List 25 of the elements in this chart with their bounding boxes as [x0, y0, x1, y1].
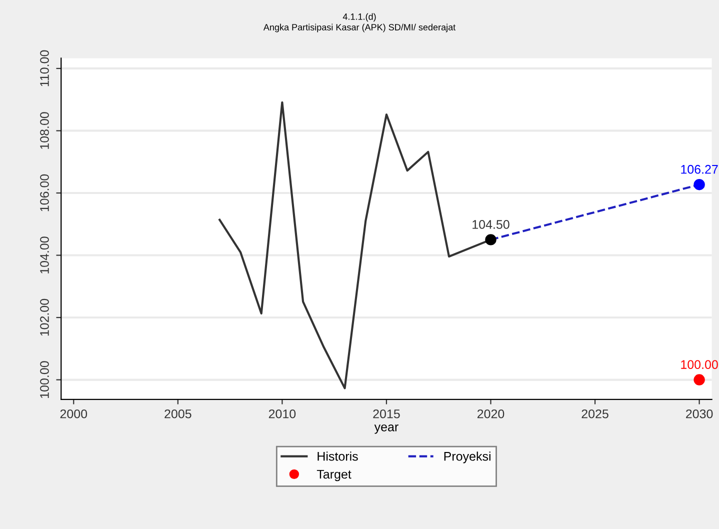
x-tick-label: 2005 — [164, 409, 192, 418]
y-tick-label: 104.00 — [40, 236, 49, 274]
x-tick-label: 2020 — [477, 409, 504, 418]
y-tick-label: 108.00 — [40, 112, 49, 149]
point — [694, 374, 705, 386]
data-label: 100.00 — [681, 360, 718, 369]
point — [485, 234, 496, 246]
x-tick-label: 2015 — [373, 409, 400, 418]
legend-label: Historis — [318, 452, 358, 461]
y-tick-label: 106.00 — [40, 174, 49, 212]
x-tick-label: 2000 — [60, 409, 88, 418]
x-tick-label: 2025 — [582, 409, 608, 418]
legend-label: Proyeksi — [444, 452, 490, 464]
data-label: 104.50 — [472, 220, 510, 229]
y-tick-label: 102.00 — [40, 298, 49, 336]
chart-title: 4.1.1.(d) — [342, 13, 376, 22]
legend-label: Target — [316, 470, 352, 482]
chart-subtitle: Angka Partisipasi Kasar (APK) SD/MI/ sederajat — [263, 24, 456, 32]
y-tick-label: 110.00 — [40, 50, 49, 86]
point — [694, 178, 705, 190]
x-tick-label: 2030 — [686, 409, 713, 418]
x-tick-label: 2010 — [268, 409, 296, 418]
y-tick-label: 100.00 — [40, 361, 49, 398]
data-label: 106.27 — [681, 164, 718, 174]
x-axis-title: year — [374, 424, 398, 434]
